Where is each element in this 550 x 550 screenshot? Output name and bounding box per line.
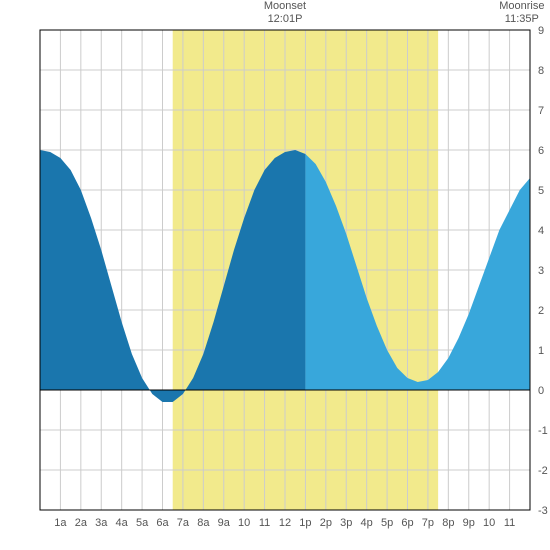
moonset-label: Moonset 12:01P	[255, 0, 315, 26]
svg-text:4a: 4a	[116, 517, 129, 529]
svg-text:6: 6	[538, 145, 544, 157]
svg-text:9p: 9p	[463, 517, 475, 529]
svg-text:9a: 9a	[218, 517, 231, 529]
svg-text:4p: 4p	[361, 517, 373, 529]
svg-text:3p: 3p	[340, 517, 352, 529]
moonrise-text: Moonrise	[492, 0, 550, 13]
svg-text:0: 0	[538, 385, 544, 397]
svg-text:1p: 1p	[299, 517, 311, 529]
moonset-text: Moonset	[255, 0, 315, 13]
chart-header: Moonset 12:01P Moonrise 11:35P	[0, 0, 550, 30]
svg-text:-3: -3	[538, 505, 548, 517]
svg-text:8: 8	[538, 65, 544, 77]
svg-text:3a: 3a	[95, 517, 108, 529]
svg-text:7: 7	[538, 105, 544, 117]
svg-text:11: 11	[259, 517, 270, 529]
svg-text:4: 4	[538, 225, 544, 237]
svg-text:6p: 6p	[401, 517, 413, 529]
svg-text:-1: -1	[538, 425, 548, 437]
svg-text:1: 1	[538, 345, 544, 357]
svg-text:8p: 8p	[442, 517, 454, 529]
svg-text:10: 10	[238, 517, 250, 529]
chart-svg: 1a2a3a4a5a6a7a8a9a1011121p2p3p4p5p6p7p8p…	[0, 0, 550, 550]
moonrise-label: Moonrise 11:35P	[492, 0, 550, 26]
svg-text:12: 12	[279, 517, 291, 529]
tide-chart: Moonset 12:01P Moonrise 11:35P 1a 2a 3a 4a 5…	[0, 0, 550, 550]
svg-text:2a: 2a	[75, 517, 88, 529]
svg-text:2p: 2p	[320, 517, 332, 529]
svg-text:8a: 8a	[197, 517, 210, 529]
svg-text:3: 3	[538, 265, 544, 277]
moonset-time: 12:01P	[255, 13, 315, 26]
svg-text:5p: 5p	[381, 517, 393, 529]
svg-text:10: 10	[483, 517, 495, 529]
svg-text:5a: 5a	[136, 517, 149, 529]
svg-text:6a: 6a	[156, 517, 169, 529]
svg-text:7p: 7p	[422, 517, 434, 529]
svg-text:-2: -2	[538, 465, 548, 477]
svg-text:2: 2	[538, 305, 544, 317]
svg-text:11: 11	[504, 517, 515, 529]
svg-text:7a: 7a	[177, 517, 190, 529]
moonrise-time: 11:35P	[492, 13, 550, 26]
svg-text:1a: 1a	[54, 517, 67, 529]
svg-text:5: 5	[538, 185, 544, 197]
